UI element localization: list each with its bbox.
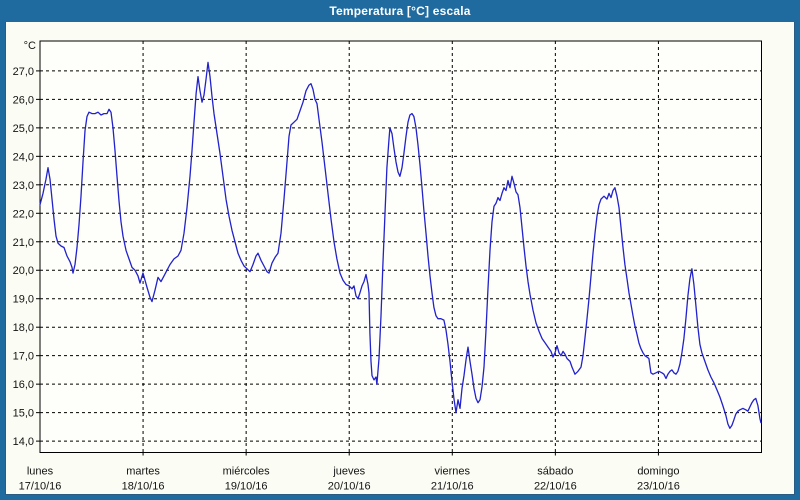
x-date-label: 19/10/16 — [225, 481, 268, 493]
y-tick-label: 25,0 — [13, 123, 34, 135]
x-date-label: 20/10/16 — [328, 481, 371, 493]
x-day-label: domingo — [637, 466, 679, 478]
y-tick-label: 19,0 — [13, 294, 34, 306]
y-tick-label: 14,0 — [13, 436, 34, 448]
x-day-label: viernes — [435, 466, 471, 478]
x-date-label: 18/10/16 — [122, 481, 165, 493]
y-tick-label: 15,0 — [13, 408, 34, 420]
x-date-label: 23/10/16 — [637, 481, 680, 493]
y-tick-label: 23,0 — [13, 180, 34, 192]
y-tick-label: 16,0 — [13, 379, 34, 391]
y-tick-label: 21,0 — [13, 237, 34, 249]
x-day-label: jueves — [332, 466, 365, 478]
temperature-line — [39, 61, 762, 429]
y-tick-label: 26,0 — [13, 94, 34, 106]
y-tick-label: 17,0 — [13, 351, 34, 363]
x-day-label: lunes — [27, 466, 54, 478]
y-tick-label: 18,0 — [13, 322, 34, 334]
x-day-label: miércoles — [223, 466, 271, 478]
x-date-label: 22/10/16 — [534, 481, 577, 493]
x-day-label: sábado — [537, 466, 573, 478]
window-title: Temperatura [°C] escala — [329, 4, 471, 18]
y-tick-label: 27,0 — [13, 66, 34, 78]
x-date-label: 17/10/16 — [19, 481, 62, 493]
y-tick-label: 24,0 — [13, 151, 34, 163]
y-axis-unit-label: °C — [24, 40, 36, 52]
plot-border — [39, 40, 762, 453]
x-day-label: martes — [126, 466, 160, 478]
window-title-bar: Temperatura [°C] escala — [0, 0, 800, 22]
plot-background — [40, 41, 762, 453]
y-tick-label: 22,0 — [13, 208, 34, 220]
y-tick-label: 20,0 — [13, 265, 34, 277]
x-date-label: 21/10/16 — [431, 481, 474, 493]
